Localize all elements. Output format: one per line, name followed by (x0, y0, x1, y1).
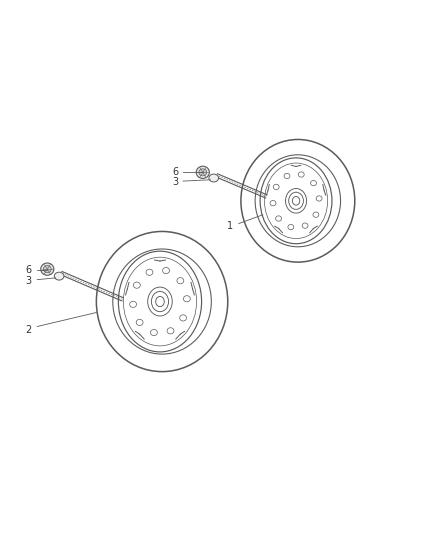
Text: 1: 1 (227, 221, 233, 231)
Ellipse shape (209, 174, 219, 182)
Ellipse shape (41, 263, 54, 275)
Text: 6: 6 (172, 167, 178, 177)
Ellipse shape (196, 166, 209, 179)
Text: 3: 3 (25, 276, 32, 286)
Text: 6: 6 (25, 265, 32, 275)
Ellipse shape (43, 265, 51, 273)
Ellipse shape (54, 272, 64, 280)
Text: 3: 3 (172, 177, 178, 188)
Ellipse shape (199, 169, 207, 176)
Text: 2: 2 (25, 325, 32, 335)
